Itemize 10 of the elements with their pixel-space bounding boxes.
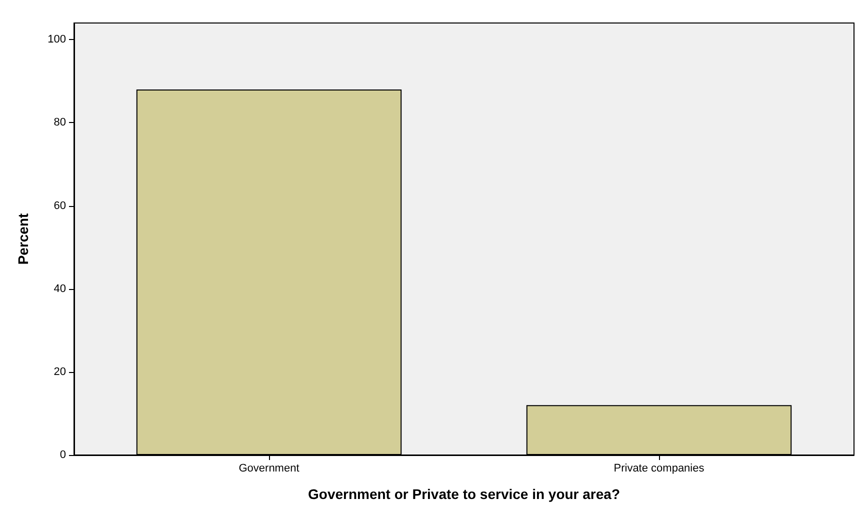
y-axis-title: Percent (15, 212, 31, 265)
y-tick-label: 80 (54, 116, 66, 129)
y-tick-label: 0 (60, 449, 66, 461)
x-tick-label: Government (238, 462, 300, 474)
y-tick-label: 40 (54, 282, 66, 295)
y-tick-label: 60 (54, 200, 66, 212)
y-tick-label: 100 (48, 34, 66, 46)
x-axis-title: Government or Private to service in your area? (308, 486, 620, 502)
y-tick-label: 20 (54, 366, 66, 378)
x-tick-label: Private companies (614, 462, 705, 474)
